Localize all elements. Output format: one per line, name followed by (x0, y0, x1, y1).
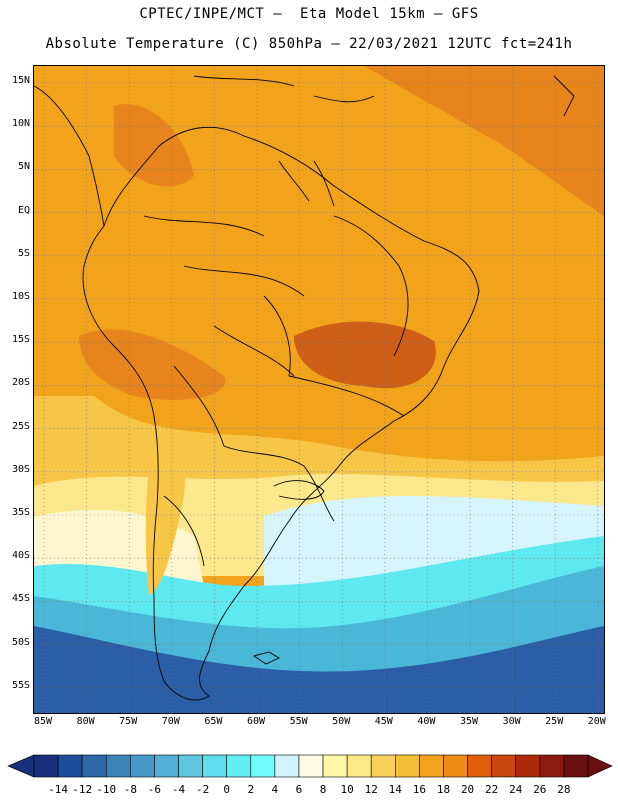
lat-tick-label: EQ (17, 204, 30, 216)
temperature-map (33, 65, 605, 714)
colorbar-tick-label: 6 (295, 783, 303, 796)
lon-tick-label: 25W (545, 716, 564, 727)
central-america-coast (34, 85, 105, 227)
lat-tick-label: 5N (17, 161, 30, 173)
chart-subtitle: Absolute Temperature (C) 850hPa – 22/03/… (45, 36, 573, 52)
colorbar-swatch (515, 754, 541, 778)
colorbar-tick-label: -2 (195, 783, 210, 796)
lon-tick-label: 20W (587, 716, 606, 727)
colorbar-swatch (467, 754, 492, 778)
colorbar-tick-label: 26 (533, 783, 547, 796)
colorbar-tick-label: 8 (319, 783, 327, 796)
colorbar-tick-label: 22 (485, 783, 499, 796)
colorbar-tick-label: -8 (123, 783, 137, 796)
lon-tick-label: 75W (119, 716, 138, 727)
colorbar-tick-label: 18 (436, 783, 451, 796)
lat-tick-label: 15N (11, 75, 30, 86)
lat-tick-label: 5S (17, 247, 30, 259)
colorbar-swatch (178, 754, 203, 778)
colorbar-swatch (370, 754, 396, 778)
coastlines-and-borders (34, 75, 575, 701)
lat-tick-label: 55S (11, 679, 30, 691)
falkland-islands (252, 651, 280, 665)
colorbar-swatch (226, 754, 252, 778)
colorbar-tick-label: -12 (72, 783, 93, 796)
colorbar-tick-label: 0 (223, 783, 230, 796)
south-america-coastline (82, 126, 480, 701)
lat-tick-label: 30S (11, 463, 30, 475)
colorbar-swatch (443, 754, 468, 778)
colorbar-tick-label: 12 (364, 783, 378, 796)
temperature-field (34, 66, 604, 713)
field-northwest-warm (114, 104, 194, 187)
colorbar-swatch (322, 754, 348, 778)
colorbar-swatch (346, 754, 372, 778)
colorbar-tick-label: -10 (96, 783, 117, 796)
field-hot-core (294, 321, 436, 389)
colorbar-tick-label: 4 (271, 783, 279, 796)
colorbar-swatch (202, 754, 227, 778)
lon-tick-label: 35W (459, 716, 479, 727)
color-legend (7, 754, 613, 778)
field-northeast-warm (364, 66, 604, 216)
lat-tick-label: 35S (11, 507, 30, 518)
lat-tick-label: 50S (11, 636, 30, 648)
colorbar-min-arrow (7, 754, 35, 778)
colorbar-tick-label: 16 (412, 783, 427, 796)
colorbar-swatch (539, 754, 565, 778)
colorbar-swatch (154, 754, 179, 778)
lon-tick-label: 55W (289, 716, 308, 727)
lon-tick-label: 80W (76, 716, 95, 727)
colorbar-tick-label: 28 (557, 783, 571, 796)
colorbar-swatch (57, 754, 83, 778)
colorbar-tick-label: -14 (48, 783, 69, 796)
colorbar-tick-label: 2 (247, 783, 255, 796)
colorbar-swatch (81, 754, 107, 778)
colorbar-swatch (33, 754, 59, 778)
lon-tick-label: 85W (33, 716, 53, 727)
colorbar-tick-label: 10 (340, 783, 354, 796)
colorbar-swatch (563, 754, 589, 778)
colorbar-tick-label: -4 (171, 783, 186, 796)
rio-de-la-plata (273, 480, 325, 500)
colorbar-tick-label: -6 (147, 783, 162, 796)
colorbar-swatch (395, 754, 420, 778)
lat-tick-label: 40S (11, 550, 30, 562)
colorbar-tick-label: 14 (388, 783, 402, 796)
caribbean-islands (193, 75, 575, 117)
field-dark-blue (34, 626, 604, 713)
colorbar-swatch (250, 754, 276, 778)
lon-tick-label: 60W (246, 716, 266, 727)
lat-tick-label: 20S (11, 377, 30, 389)
lon-tick-label: 45W (374, 716, 393, 727)
lat-tick-label: 25S (11, 420, 30, 432)
lat-tick-label: 15S (11, 334, 30, 346)
lon-tick-label: 40W (417, 716, 436, 727)
colorbar-swatch (274, 754, 300, 778)
colorbar-max-arrow (587, 754, 613, 778)
lon-tick-label: 70W (161, 716, 180, 727)
field-andes-ridge (145, 433, 185, 596)
lon-tick-label: 30W (502, 716, 521, 727)
lon-tick-label: 50W (332, 716, 351, 727)
lat-tick-label: 10S (11, 291, 30, 302)
lat-lon-grid (34, 66, 604, 713)
lon-tick-label: 65W (204, 716, 223, 727)
colorbar-swatch (491, 754, 517, 778)
colorbar-swatch (105, 754, 131, 778)
colorbar-tick-label: 24 (509, 783, 523, 796)
chart-title: CPTEC/INPE/MCT – Eta Model 15km – GFS (139, 6, 479, 22)
map-canvas (34, 66, 604, 713)
colorbar-swatch (298, 754, 324, 778)
colorbar-swatch (130, 754, 155, 778)
colorbar-swatch (419, 754, 444, 778)
lat-tick-label: 45S (11, 593, 30, 605)
colorbar-tick-label: 20 (460, 783, 475, 796)
lat-tick-label: 10N (11, 118, 30, 130)
